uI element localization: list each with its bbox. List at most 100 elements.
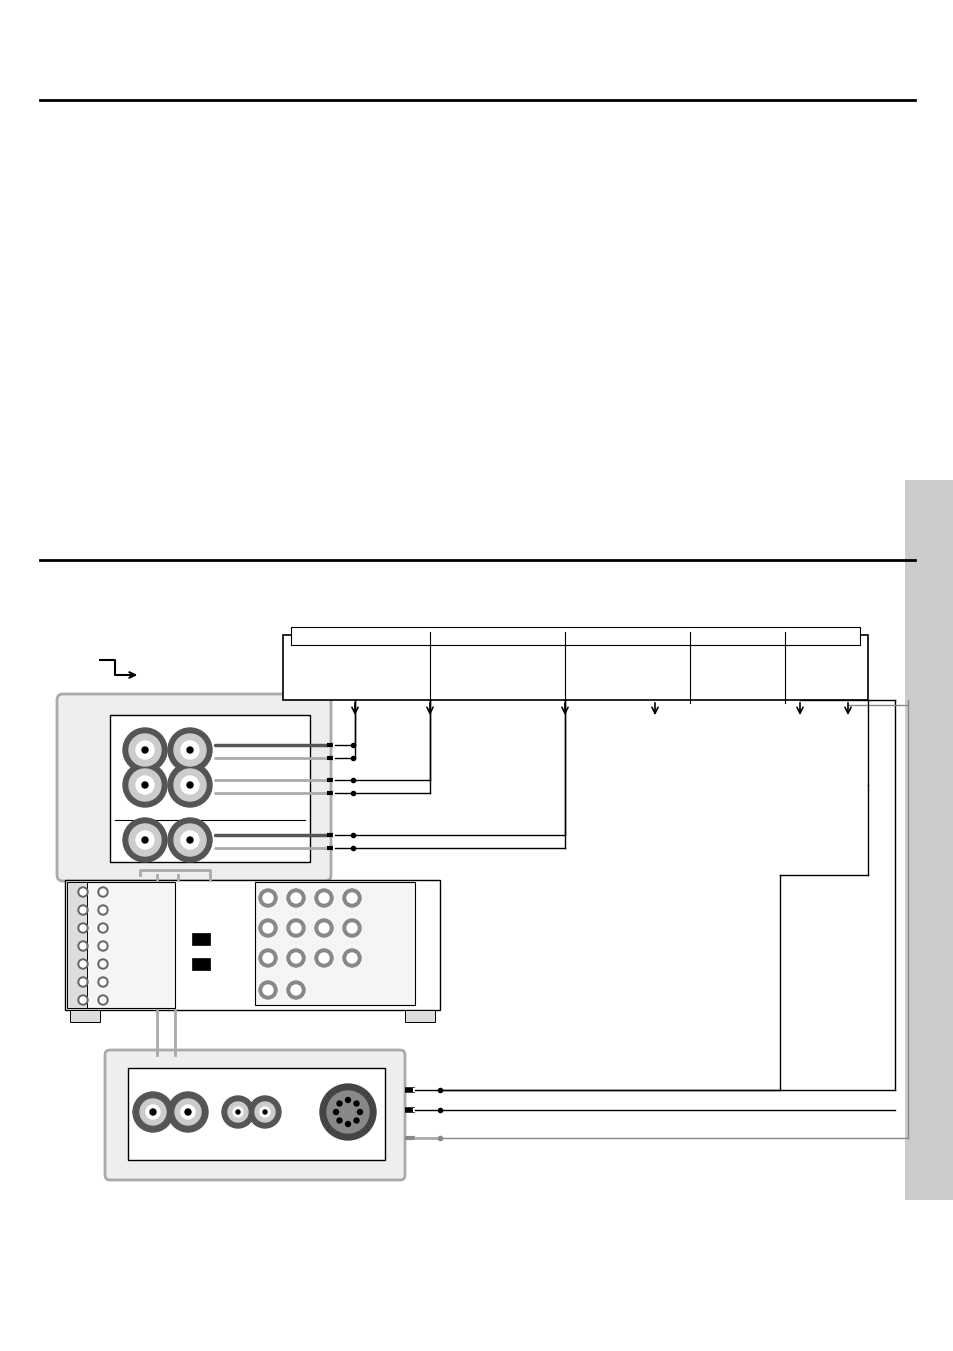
Circle shape: [336, 1101, 342, 1106]
Circle shape: [98, 942, 108, 951]
Circle shape: [168, 763, 212, 807]
Bar: [405, 1011, 435, 1021]
Circle shape: [142, 838, 148, 843]
Circle shape: [78, 942, 88, 951]
Circle shape: [181, 775, 199, 794]
Circle shape: [80, 925, 86, 931]
Bar: [65, 880, 439, 1011]
Circle shape: [100, 997, 106, 1002]
Circle shape: [318, 923, 329, 934]
Bar: [192, 934, 210, 944]
Circle shape: [327, 1092, 369, 1133]
Circle shape: [254, 1102, 274, 1121]
Circle shape: [98, 905, 108, 915]
Circle shape: [291, 923, 301, 934]
Circle shape: [140, 1098, 166, 1125]
Circle shape: [354, 1101, 358, 1106]
Circle shape: [78, 888, 88, 897]
Circle shape: [78, 923, 88, 934]
Circle shape: [258, 889, 276, 907]
Circle shape: [80, 889, 86, 894]
Circle shape: [263, 923, 273, 934]
Bar: [128, 1069, 385, 1161]
Circle shape: [168, 1092, 208, 1132]
Circle shape: [100, 961, 106, 967]
Circle shape: [354, 1119, 358, 1123]
Circle shape: [123, 728, 167, 771]
Circle shape: [235, 1111, 240, 1115]
Circle shape: [80, 907, 86, 913]
Circle shape: [98, 994, 108, 1005]
Circle shape: [142, 782, 148, 788]
Circle shape: [314, 948, 333, 967]
Circle shape: [100, 925, 106, 931]
Circle shape: [347, 923, 356, 934]
Circle shape: [319, 1084, 375, 1140]
Bar: [110, 715, 310, 862]
Circle shape: [100, 979, 106, 985]
Circle shape: [343, 889, 360, 907]
Circle shape: [146, 1105, 160, 1119]
Bar: [904, 480, 953, 1200]
Circle shape: [136, 831, 153, 848]
Circle shape: [98, 977, 108, 988]
Circle shape: [222, 1096, 253, 1128]
Circle shape: [287, 919, 305, 938]
Circle shape: [168, 728, 212, 771]
Circle shape: [181, 740, 199, 759]
Circle shape: [318, 893, 329, 902]
Bar: [192, 958, 210, 970]
Circle shape: [129, 769, 161, 801]
Circle shape: [249, 1096, 281, 1128]
Circle shape: [357, 1109, 362, 1115]
Circle shape: [287, 889, 305, 907]
Circle shape: [78, 905, 88, 915]
Circle shape: [187, 782, 193, 788]
Bar: [283, 635, 867, 700]
Circle shape: [291, 985, 301, 994]
Circle shape: [345, 1097, 350, 1102]
FancyBboxPatch shape: [57, 694, 331, 881]
Circle shape: [287, 948, 305, 967]
Bar: [254, 882, 415, 1005]
Circle shape: [228, 1102, 248, 1121]
Circle shape: [100, 943, 106, 948]
Circle shape: [181, 1105, 194, 1119]
Circle shape: [123, 763, 167, 807]
Circle shape: [80, 997, 86, 1002]
Circle shape: [78, 994, 88, 1005]
Circle shape: [98, 923, 108, 934]
Circle shape: [98, 959, 108, 969]
Circle shape: [258, 948, 276, 967]
Bar: [68, 882, 174, 1008]
Circle shape: [136, 775, 153, 794]
Bar: [70, 1011, 100, 1021]
Circle shape: [314, 919, 333, 938]
Circle shape: [336, 1119, 342, 1123]
Circle shape: [173, 824, 206, 857]
Circle shape: [345, 1121, 350, 1127]
Circle shape: [173, 734, 206, 766]
Circle shape: [334, 1109, 338, 1115]
Circle shape: [136, 740, 153, 759]
Circle shape: [181, 831, 199, 848]
Circle shape: [129, 824, 161, 857]
Circle shape: [132, 1092, 172, 1132]
Circle shape: [187, 838, 193, 843]
Circle shape: [80, 979, 86, 985]
Circle shape: [98, 888, 108, 897]
Circle shape: [314, 889, 333, 907]
Circle shape: [168, 817, 212, 862]
Circle shape: [343, 919, 360, 938]
Circle shape: [129, 734, 161, 766]
Bar: [67, 882, 87, 1008]
Circle shape: [260, 1106, 270, 1117]
Circle shape: [291, 893, 301, 902]
Circle shape: [347, 893, 356, 902]
Circle shape: [80, 961, 86, 967]
Circle shape: [100, 907, 106, 913]
Circle shape: [123, 817, 167, 862]
Circle shape: [258, 981, 276, 998]
Circle shape: [343, 948, 360, 967]
Circle shape: [318, 952, 329, 963]
